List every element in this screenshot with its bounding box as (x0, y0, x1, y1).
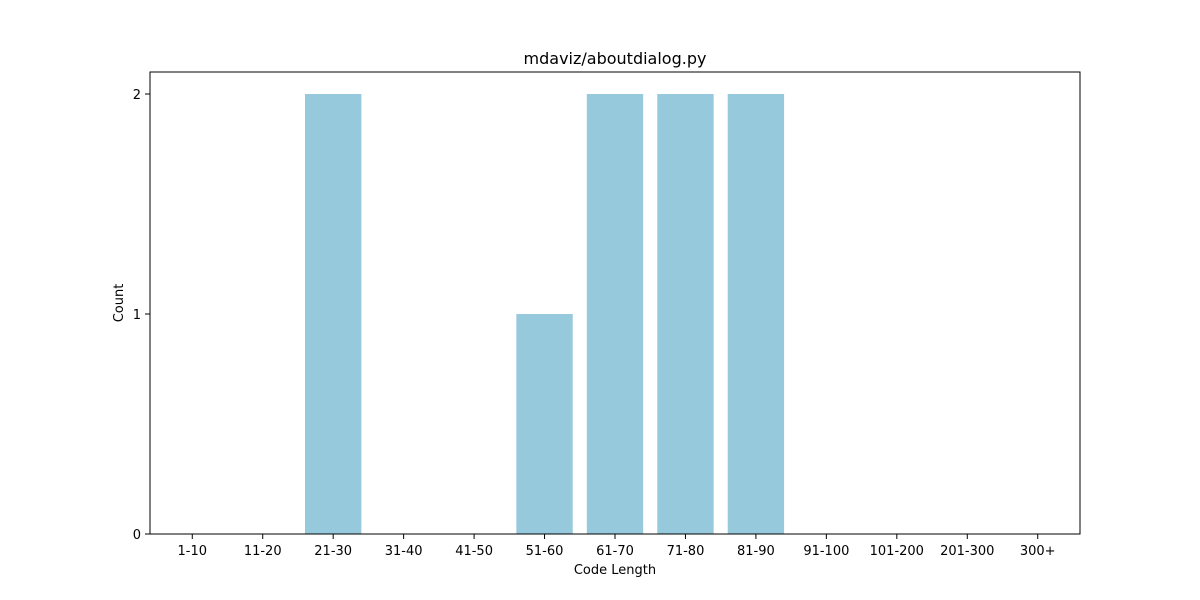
x-tick-label: 101-200 (870, 544, 924, 559)
x-tick-label: 51-60 (526, 544, 564, 559)
y-ticks: 0 1 2 (133, 88, 150, 543)
x-tick-label: 81-90 (737, 544, 775, 559)
x-tick-label: 61-70 (596, 544, 634, 559)
bar-81-90 (727, 94, 785, 534)
x-tick-label: 91-100 (803, 544, 849, 559)
x-tick-label: 21-30 (314, 544, 352, 559)
y-tick-label: 0 (133, 528, 141, 543)
x-axis-label: Code Length (574, 563, 656, 578)
bar-61-70 (586, 94, 644, 534)
x-tick-label: 41-50 (455, 544, 493, 559)
bars-layer (305, 94, 785, 534)
y-axis-label: Count (112, 284, 127, 323)
bar-51-60 (516, 314, 573, 534)
x-tick-label: 11-20 (244, 544, 282, 559)
y-tick-label: 2 (133, 88, 141, 103)
x-tick-label: 31-40 (385, 544, 423, 559)
bar-21-30 (305, 94, 362, 534)
x-tick-label: 201-300 (940, 544, 994, 559)
x-tick-label: 300+ (1020, 544, 1056, 559)
bar-71-80 (657, 94, 714, 534)
x-tick-label: 1-10 (178, 544, 208, 559)
x-ticks: 1-10 11-20 21-30 31-40 41-50 51-60 61-70 71-80 8… (178, 534, 1056, 559)
y-tick-label: 1 (133, 308, 141, 323)
chart-title: mdaviz/aboutdialog.py (524, 49, 707, 68)
x-tick-label: 71-80 (667, 544, 705, 559)
